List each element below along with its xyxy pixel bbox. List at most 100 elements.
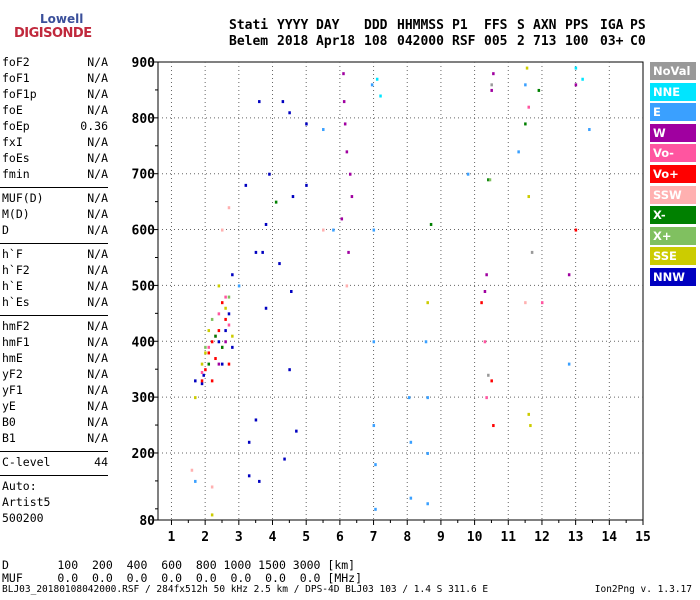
param-row-clevel: C-level 44 (2, 455, 108, 471)
param-value: N/A (87, 279, 108, 293)
data-point-sse (210, 513, 214, 517)
data-point-vo- (492, 424, 495, 428)
divider (0, 475, 108, 476)
param-label: foF1p (2, 87, 37, 101)
data-point-ssw (227, 206, 231, 210)
data-point-w (574, 83, 578, 87)
header-label-1: YYYY (277, 18, 309, 33)
data-point-vo- (217, 329, 221, 333)
legend-item-x-: X+ (650, 226, 696, 245)
data-point-ssw (322, 228, 325, 232)
param-label: h`F2 (2, 263, 30, 277)
x-tick-label-4: 4 (269, 530, 277, 545)
data-point-e (409, 440, 413, 444)
data-point-e (322, 128, 325, 132)
data-point-vo- (217, 312, 221, 316)
y-tick-label-200: 200 (132, 447, 156, 462)
data-point-e (372, 340, 376, 344)
param-row-g3-0: h`F N/A (2, 247, 108, 263)
param-value: N/A (87, 247, 108, 261)
data-point-e (370, 83, 374, 87)
param-label: hmF1 (2, 335, 30, 349)
header-label-3: DDD (364, 18, 388, 33)
data-point-x- (429, 222, 433, 226)
param-value: N/A (87, 431, 108, 445)
data-point-noval (530, 250, 534, 254)
data-point-sse (527, 195, 530, 199)
header-value-5: RSF (452, 34, 476, 49)
data-point-w (347, 250, 350, 254)
data-point-e (409, 496, 413, 500)
data-point-w (485, 273, 488, 277)
divider (0, 451, 108, 452)
data-point-sse (207, 329, 211, 333)
param-row-fxi: fxI N/A (2, 135, 108, 151)
param-label: h`Es (2, 295, 30, 309)
param-label: D (2, 223, 9, 237)
header-label-10: IGA (600, 18, 624, 33)
data-point-nnw (264, 306, 268, 310)
data-point-w (567, 273, 571, 277)
auto-line-1: Artist5 (2, 495, 51, 509)
data-point-nne (375, 77, 379, 81)
data-point-vo- (210, 340, 214, 344)
data-point-x- (220, 345, 224, 349)
param-row-foep: foEp 0.36 (2, 119, 108, 135)
data-point-e (517, 150, 520, 154)
data-point-x- (207, 362, 211, 366)
x-tick-label-6: 6 (336, 530, 344, 545)
param-value: N/A (87, 87, 108, 101)
logo-digisonde: DIGISONDE (14, 26, 92, 41)
param-row-g4-7: B1 N/A (2, 431, 108, 447)
param-row-g4-5: yE N/A (2, 399, 108, 415)
header-label-8: AXN (533, 18, 557, 33)
header-value-3: 108 (364, 34, 388, 49)
x-tick-label-3: 3 (235, 530, 243, 545)
data-point-w (340, 217, 344, 221)
data-point-x- (210, 317, 214, 321)
x-tick-label-8: 8 (403, 530, 411, 545)
y-tick-label-800: 800 (132, 112, 156, 127)
x-tick-label-7: 7 (370, 530, 378, 545)
param-value: N/A (87, 263, 108, 277)
legend-item-nnw: NNW (650, 268, 696, 286)
param-label: hmF2 (2, 319, 30, 333)
data-point-vo- (214, 357, 217, 361)
param-value: N/A (87, 383, 108, 397)
param-row-foes: foEs N/A (2, 151, 108, 167)
header-value-2: Apr18 (316, 34, 356, 49)
param-value: N/A (87, 191, 108, 205)
x-tick-label-9: 9 (437, 530, 445, 545)
param-row-g4-6: B0 N/A (2, 415, 108, 431)
auto-line-2: 500200 (2, 511, 44, 525)
data-point-vo- (200, 379, 204, 383)
data-point-e (372, 424, 376, 428)
header-label-9: PPS (565, 18, 589, 33)
header-label-4: HHMMSS (397, 18, 444, 33)
data-point-vo- (480, 301, 483, 305)
header-value-0: Belem (229, 34, 269, 49)
param-label: yE (2, 399, 16, 413)
data-point-w (483, 290, 487, 293)
data-point-nnw (283, 457, 286, 461)
param-row-g4-1: hmF1 N/A (2, 335, 108, 351)
param-value: N/A (87, 167, 108, 181)
data-point-x- (204, 345, 207, 349)
data-point-e (407, 396, 411, 400)
data-point-nnw (264, 222, 268, 226)
data-point-e (194, 479, 197, 483)
data-point-ssw (210, 485, 214, 489)
legend-item-vo-: Vo- (650, 144, 696, 163)
param-value: N/A (87, 103, 108, 117)
x-tick-label-15: 15 (635, 530, 651, 545)
header-value-1: 2018 (277, 34, 309, 49)
data-point-nnw (194, 379, 197, 383)
param-row-fof2: foF2 N/A (2, 55, 108, 71)
legend-item-x-: X- (650, 206, 696, 225)
param-label: M(D) (2, 207, 30, 221)
data-point-w (343, 122, 347, 126)
data-point-nnw (254, 250, 258, 254)
data-point-e (372, 228, 376, 232)
param-row-g4-3: yF2 N/A (2, 367, 108, 383)
